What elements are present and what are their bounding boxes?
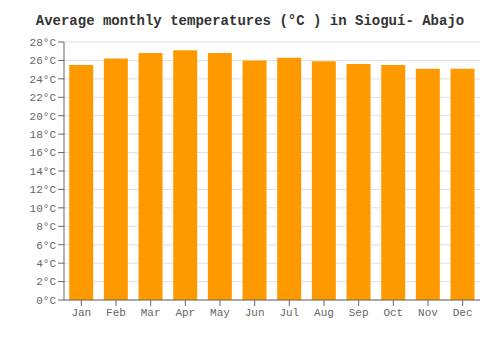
svg-text:20°C: 20°C <box>30 111 57 123</box>
svg-text:12°C: 12°C <box>30 184 57 196</box>
svg-text:6°C: 6°C <box>36 240 56 252</box>
svg-text:22°C: 22°C <box>30 92 57 104</box>
svg-text:10°C: 10°C <box>30 203 57 215</box>
svg-text:Dec: Dec <box>453 307 473 319</box>
svg-text:May: May <box>210 307 230 319</box>
svg-text:28°C: 28°C <box>30 37 57 49</box>
svg-text:Aug: Aug <box>314 307 334 319</box>
svg-text:Jul: Jul <box>279 307 299 319</box>
svg-text:2°C: 2°C <box>36 276 56 288</box>
svg-text:Nov: Nov <box>418 307 438 319</box>
svg-text:Feb: Feb <box>106 307 126 319</box>
svg-text:4°C: 4°C <box>36 258 56 270</box>
svg-text:Apr: Apr <box>175 307 195 319</box>
svg-text:14°C: 14°C <box>30 166 57 178</box>
svg-text:Sep: Sep <box>349 307 369 319</box>
svg-text:0°C: 0°C <box>36 295 56 307</box>
html-text:Average monthly temperatures (: Average monthly temperatures (°C ) in Si… <box>35 13 465 29</box>
svg-text:24°C: 24°C <box>30 74 57 86</box>
svg-text:Oct: Oct <box>383 307 403 319</box>
svg-text:Jan: Jan <box>71 307 91 319</box>
svg-text:Jun: Jun <box>245 307 265 319</box>
svg-text:26°C: 26°C <box>30 55 57 67</box>
svg-text:Mar: Mar <box>141 307 161 319</box>
svg-text:8°C: 8°C <box>36 221 56 233</box>
svg-text:16°C: 16°C <box>30 147 57 159</box>
svg-text:18°C: 18°C <box>30 129 57 141</box>
